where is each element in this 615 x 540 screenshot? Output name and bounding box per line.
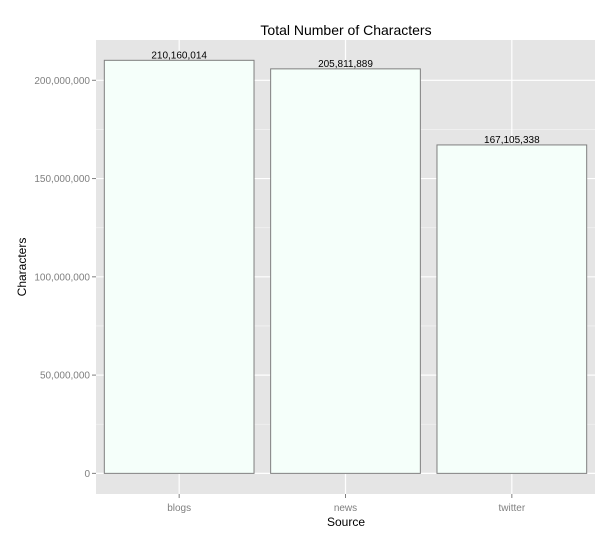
bar-value-label: 205,811,889 (318, 59, 373, 70)
bars (103, 59, 588, 474)
bar-value-label: 210,160,014 (151, 50, 207, 61)
x-axis-title: Source (327, 515, 365, 529)
bar-twitter (436, 144, 588, 474)
bar-blogs (103, 59, 255, 474)
y-tick-label: 200,000,000 (34, 76, 90, 87)
y-tick-label: 150,000,000 (34, 174, 90, 185)
x-tick-label: news (334, 503, 357, 514)
bar-value-label: 167,105,338 (484, 135, 540, 146)
x-axis: blogs news twitter (167, 494, 526, 514)
y-axis: 0 50,000,000 100,000,000 150,000,000 200,000… (34, 76, 96, 480)
bar-value-labels: 210,160,014 205,811,889 167,105,338 (151, 50, 540, 146)
x-tick-label: blogs (167, 503, 191, 514)
y-tick-label: 50,000,000 (40, 371, 90, 382)
x-tick-label: twitter (498, 503, 525, 514)
bar-news (270, 68, 421, 474)
y-axis-title: Characters (15, 238, 29, 297)
y-tick-label: 0 (84, 469, 90, 480)
chart-title: Total Number of Characters (260, 22, 431, 38)
y-tick-label: 100,000,000 (34, 272, 90, 283)
